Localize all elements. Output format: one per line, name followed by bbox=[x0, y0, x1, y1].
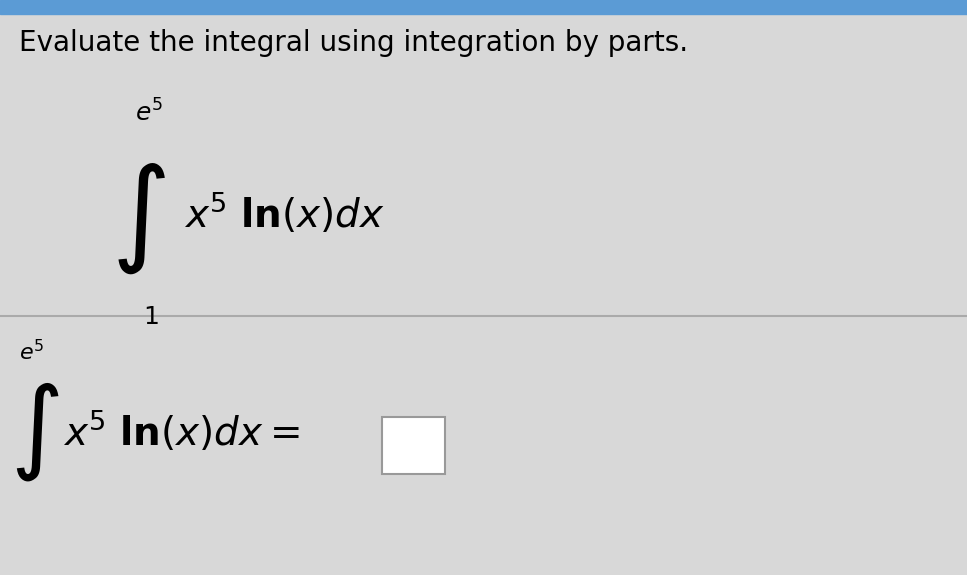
Text: Evaluate the integral using integration by parts.: Evaluate the integral using integration … bbox=[19, 29, 689, 57]
Text: $x^5$ $\mathbf{ln}$$(x)dx$: $x^5$ $\mathbf{ln}$$(x)dx$ bbox=[184, 191, 385, 235]
Bar bbox=[0, 0, 967, 14]
Text: $\int$: $\int$ bbox=[10, 380, 59, 482]
Text: $e^5$: $e^5$ bbox=[135, 99, 163, 126]
Text: $x^5$ $\mathbf{ln}$$(x)dx =$: $x^5$ $\mathbf{ln}$$(x)dx =$ bbox=[63, 409, 300, 453]
Text: $e^5$: $e^5$ bbox=[19, 339, 44, 365]
Text: $1$: $1$ bbox=[143, 305, 159, 329]
FancyBboxPatch shape bbox=[382, 417, 445, 474]
Text: $\int$: $\int$ bbox=[111, 161, 166, 276]
